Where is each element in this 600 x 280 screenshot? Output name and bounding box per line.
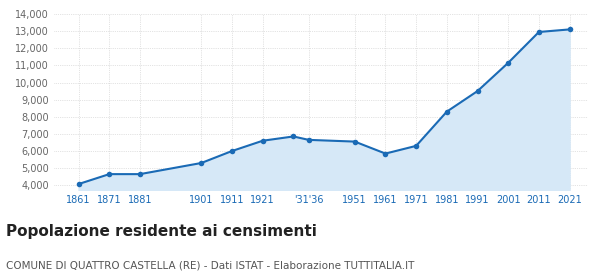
Point — [74, 182, 83, 186]
Point — [565, 27, 574, 32]
Point — [197, 161, 206, 165]
Point — [135, 172, 145, 176]
Point — [289, 134, 298, 139]
Point — [442, 109, 452, 114]
Point — [258, 139, 268, 143]
Text: Popolazione residente ai censimenti: Popolazione residente ai censimenti — [6, 224, 317, 239]
Point — [350, 139, 359, 144]
Point — [412, 144, 421, 148]
Point — [380, 151, 390, 156]
Point — [227, 149, 237, 153]
Point — [534, 30, 544, 34]
Point — [104, 172, 114, 176]
Text: COMUNE DI QUATTRO CASTELLA (RE) - Dati ISTAT - Elaborazione TUTTITALIA.IT: COMUNE DI QUATTRO CASTELLA (RE) - Dati I… — [6, 260, 415, 270]
Point — [473, 89, 482, 93]
Point — [304, 138, 314, 142]
Point — [503, 60, 513, 65]
